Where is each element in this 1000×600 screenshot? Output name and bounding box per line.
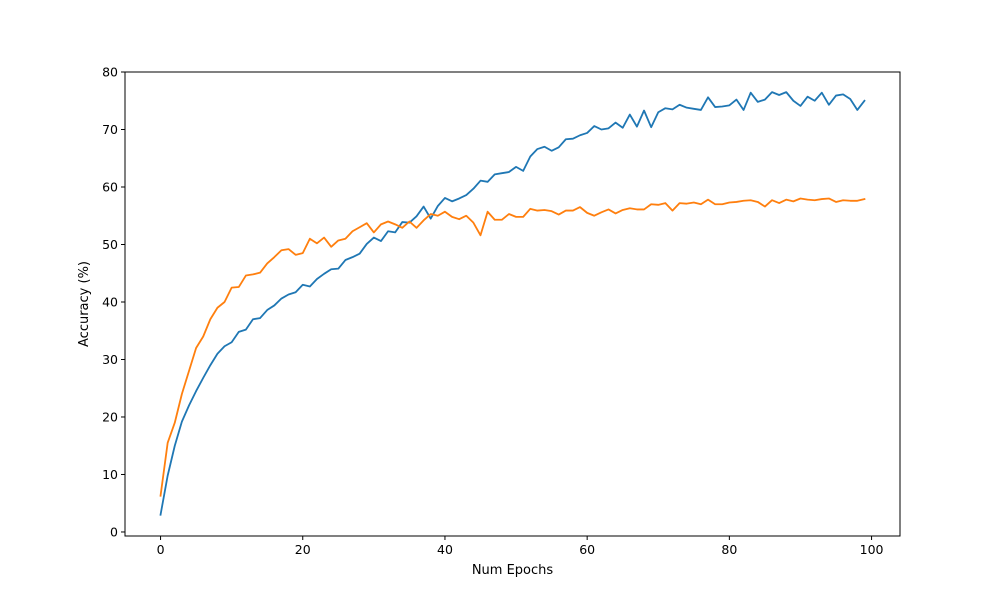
- plot-area: [159, 91, 866, 516]
- y-tick-label: 70: [102, 122, 118, 137]
- series-line-1: [159, 91, 866, 516]
- y-tick-label: 50: [102, 237, 118, 252]
- x-axis: 0 20 40 60 80 100: [157, 536, 884, 557]
- y-axis-label: Accuracy (%): [77, 261, 92, 347]
- y-tick-label: 0: [110, 524, 118, 539]
- y-tick-label: 10: [102, 467, 118, 482]
- y-tick-label: 40: [102, 294, 118, 309]
- x-tick-label: 0: [157, 542, 165, 557]
- x-tick-label: 40: [437, 542, 453, 557]
- x-tick-label: 20: [295, 542, 311, 557]
- x-tick-label: 100: [860, 542, 884, 557]
- y-tick-label: 60: [102, 179, 118, 194]
- x-axis-label: Num Epochs: [472, 563, 554, 578]
- y-axis: 0 10 20 30 40 50 60 70 80: [102, 65, 125, 539]
- y-tick-label: 30: [102, 352, 118, 367]
- y-tick-label: 20: [102, 409, 118, 424]
- x-tick-label: 60: [579, 542, 595, 557]
- axes-frame: [124, 71, 901, 537]
- y-tick-label: 80: [102, 65, 118, 80]
- series-line-2: [159, 197, 866, 497]
- x-tick-label: 80: [721, 542, 737, 557]
